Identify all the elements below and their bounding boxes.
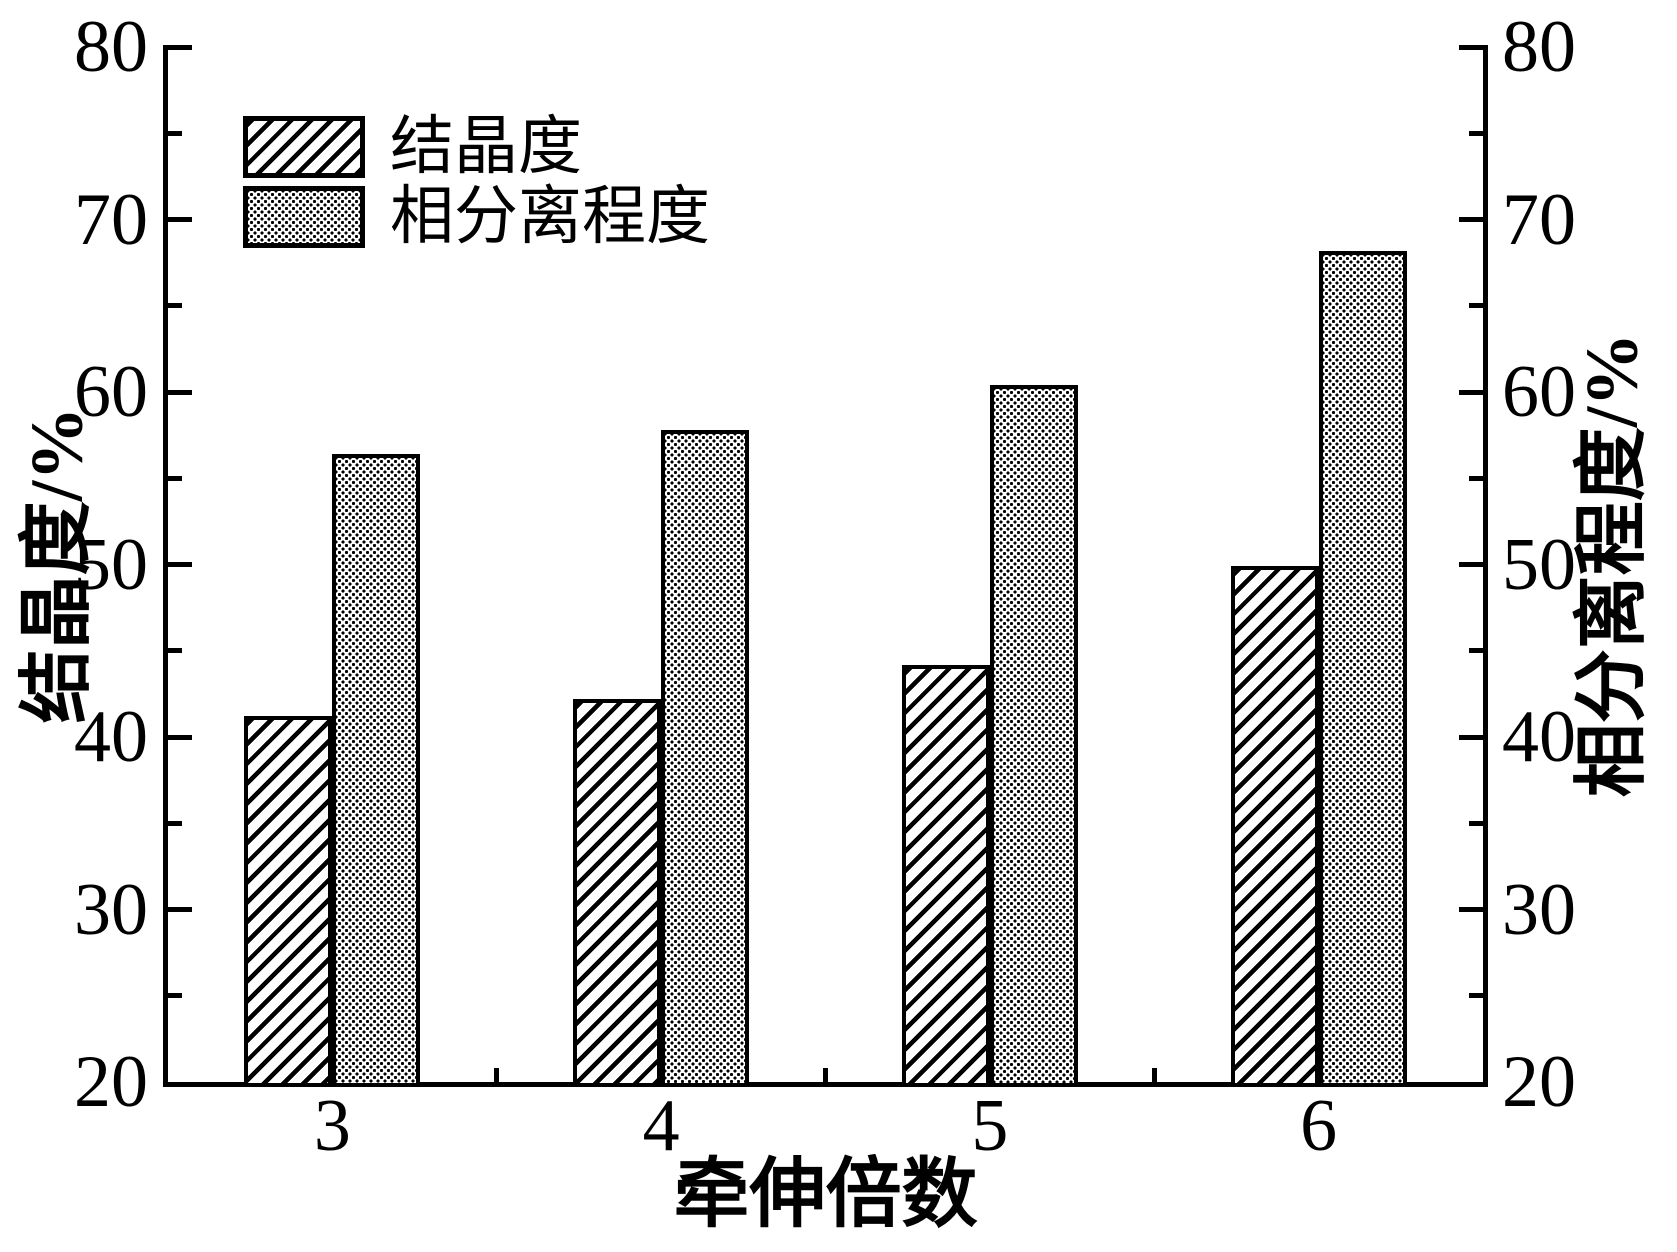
right-y-tick-40 xyxy=(1459,734,1483,740)
left-y-tick-label-80: 80 xyxy=(74,6,148,88)
legend-label-phase-separation: 相分离程度 xyxy=(390,181,710,252)
left-y-tick-80 xyxy=(168,44,192,50)
right-y-tick-label-40: 40 xyxy=(1502,696,1576,778)
x-axis-label: 牵伸倍数 xyxy=(673,1153,978,1237)
right-y-tick-80 xyxy=(1459,44,1483,50)
left-y-tick-35 xyxy=(168,820,182,826)
x-tick-label-6: 6 xyxy=(1300,1085,1338,1167)
right-y-tick-25 xyxy=(1469,993,1483,999)
right-y-tick-35 xyxy=(1469,820,1483,826)
x-minor-tick-3 xyxy=(1151,1068,1157,1082)
left-y-tick-label-20: 20 xyxy=(74,1041,148,1123)
right-y-tick-65 xyxy=(1469,303,1483,309)
right-y-tick-label-50: 50 xyxy=(1502,523,1576,606)
bar-相分离程度-3 xyxy=(332,454,421,1087)
right-y-tick-label-20: 20 xyxy=(1502,1041,1576,1123)
left-y-tick-40 xyxy=(168,734,192,740)
left-y-tick-65 xyxy=(168,303,182,309)
right-y-tick-70 xyxy=(1459,217,1483,222)
left-y-tick-75 xyxy=(168,130,182,136)
legend-swatch-phase-separation xyxy=(243,186,365,248)
left-y-axis-label: 结晶度/% xyxy=(16,406,99,724)
right-y-tick-55 xyxy=(1469,475,1483,481)
right-axis-line xyxy=(1483,45,1488,1087)
left-y-tick-label-30: 30 xyxy=(74,868,148,951)
right-y-tick-label-80: 80 xyxy=(1502,6,1576,88)
left-y-tick-60 xyxy=(168,389,192,395)
left-y-tick-label-60: 60 xyxy=(74,351,148,433)
right-y-tick-label-70: 70 xyxy=(1502,178,1576,261)
left-y-tick-70 xyxy=(168,217,192,222)
bar-结晶度-4 xyxy=(573,699,662,1087)
bar-相分离程度-5 xyxy=(989,385,1078,1087)
left-y-tick-25 xyxy=(168,993,182,999)
bar-结晶度-3 xyxy=(244,716,333,1087)
left-axis-line xyxy=(163,45,168,1087)
left-y-tick-30 xyxy=(168,907,192,912)
left-y-tick-label-40: 40 xyxy=(74,696,148,778)
right-y-tick-75 xyxy=(1469,130,1483,136)
bar-结晶度-6 xyxy=(1230,566,1319,1087)
legend-label-crystallinity: 结晶度 xyxy=(390,111,582,182)
right-y-axis-label: 相分离程度/% xyxy=(1571,332,1654,798)
right-y-tick-50 xyxy=(1459,562,1483,567)
bar-相分离程度-6 xyxy=(1318,250,1407,1087)
x-minor-tick-2 xyxy=(823,1068,828,1082)
right-y-tick-30 xyxy=(1459,907,1483,912)
bar-相分离程度-4 xyxy=(661,429,750,1087)
bar-结晶度-5 xyxy=(901,664,990,1087)
x-tick-label-3: 3 xyxy=(313,1085,351,1167)
bottom-axis-line xyxy=(163,1082,1488,1087)
x-tick-label-4: 4 xyxy=(642,1085,680,1167)
x-minor-tick-1 xyxy=(494,1068,500,1082)
left-y-tick-45 xyxy=(168,648,182,654)
left-y-tick-50 xyxy=(168,562,192,567)
right-y-tick-label-60: 60 xyxy=(1502,351,1576,433)
right-y-tick-60 xyxy=(1459,389,1483,395)
x-tick-label-5: 5 xyxy=(971,1085,1009,1167)
left-y-tick-label-70: 70 xyxy=(74,178,148,261)
left-y-tick-label-50: 50 xyxy=(74,523,148,606)
right-y-tick-45 xyxy=(1469,648,1483,654)
legend-swatch-crystallinity xyxy=(243,116,365,178)
right-y-tick-label-30: 30 xyxy=(1502,868,1576,951)
left-y-tick-55 xyxy=(168,475,182,481)
